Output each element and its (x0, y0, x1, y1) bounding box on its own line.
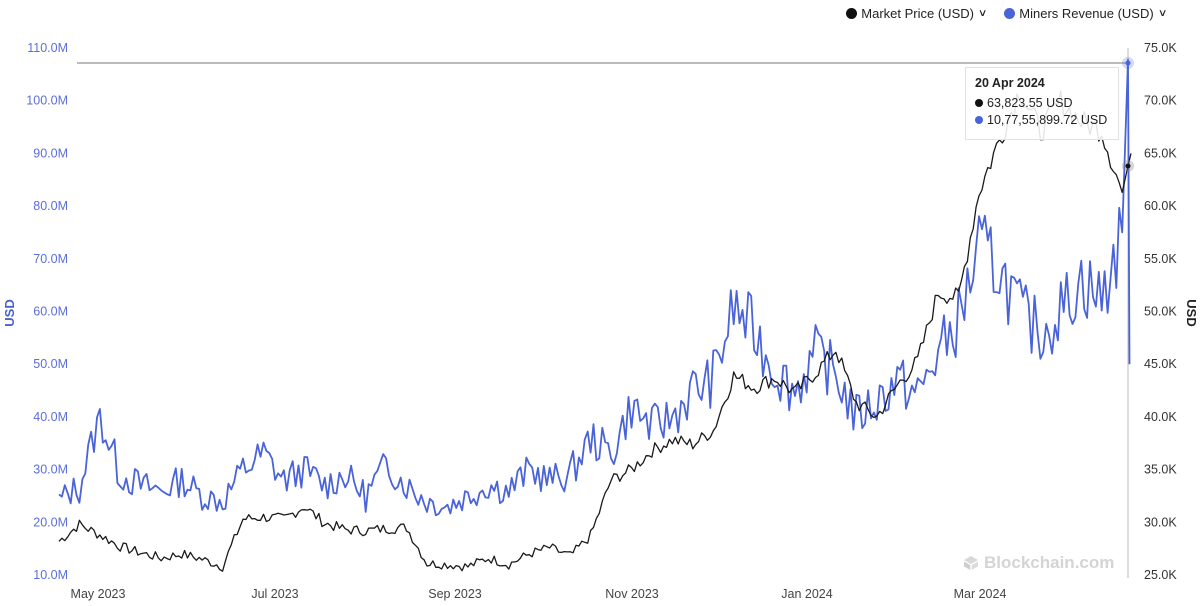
watermark-text: Blockchain.com (984, 553, 1115, 572)
left-y-axis: 10.0M 20.0M 30.0M 40.0M 50.0M 60.0M 70.0M 80.0M… (26, 41, 68, 582)
chevron-down-icon[interactable]: ∨ (977, 8, 988, 19)
market-price-dot-icon (846, 8, 858, 19)
right-axis-tick: 75.0K (1144, 41, 1177, 55)
left-axis-tick: 50.0M (33, 357, 68, 371)
left-axis-tick: 60.0M (33, 305, 68, 319)
right-axis-tick: 35.0K (1144, 463, 1177, 477)
tooltip-row-market-price: 63,823.55 USD (975, 96, 1109, 110)
left-axis-tick: 10.0M (33, 568, 68, 582)
chart-tooltip: 20 Apr 2024 63,823.55 USD 10,77,55,899.7… (965, 67, 1119, 140)
miners-revenue-line (58, 58, 1131, 517)
right-axis-tick: 45.0K (1144, 357, 1177, 371)
right-axis-tick: 40.0K (1144, 410, 1177, 424)
x-axis-tick: Jan 2024 (781, 587, 832, 601)
right-axis-tick: 25.0K (1144, 568, 1177, 582)
legend-label-market-price: Market Price (USD) (861, 6, 974, 21)
market-price-dot-icon (975, 99, 983, 107)
left-axis-tick: 40.0M (33, 410, 68, 424)
price-hover-dot (1125, 163, 1131, 169)
left-axis-tick: 20.0M (33, 515, 68, 529)
x-axis-tick: Mar 2024 (954, 587, 1007, 601)
right-axis-tick: 60.0K (1144, 199, 1177, 213)
tooltip-miners-revenue-value: 10,77,55,899.72 USD (987, 113, 1108, 127)
blockchain-watermark: Blockchain.com (963, 553, 1114, 573)
right-axis-tick: 65.0K (1144, 146, 1177, 160)
right-y-axis: 25.0K 30.0K 35.0K 40.0K 45.0K 50.0K 55.0K 60.0K… (1144, 41, 1177, 582)
miners-revenue-dot-icon (1004, 8, 1016, 19)
left-axis-tick: 30.0M (33, 463, 68, 477)
chevron-down-icon[interactable]: ∨ (1157, 8, 1168, 19)
left-axis-tick: 100.0M (26, 94, 68, 108)
tooltip-market-price-value: 63,823.55 USD (987, 96, 1073, 110)
revenue-hover-dot (1125, 60, 1131, 66)
miners-revenue-dot-icon (975, 116, 983, 124)
legend-item-market-price[interactable]: Market Price (USD) ∨ (846, 6, 988, 21)
legend-label-miners-revenue: Miners Revenue (USD) (1019, 6, 1154, 21)
tooltip-row-miners-revenue: 10,77,55,899.72 USD (975, 113, 1109, 127)
left-axis-tick: 90.0M (33, 146, 68, 160)
x-axis-tick: Jul 2023 (251, 587, 298, 601)
chart-legend: Market Price (USD) ∨ Miners Revenue (USD… (846, 6, 1168, 21)
right-axis-tick: 30.0K (1144, 515, 1177, 529)
left-axis-tick: 80.0M (33, 199, 68, 213)
right-axis-tick: 50.0K (1144, 305, 1177, 319)
market-price-line (58, 90, 1132, 572)
right-axis-tick: 70.0K (1144, 94, 1177, 108)
left-axis-title: USD (2, 299, 17, 326)
tooltip-date: 20 Apr 2024 (975, 76, 1045, 90)
x-axis-tick: Sep 2023 (428, 587, 482, 601)
left-axis-tick: 110.0M (27, 41, 68, 55)
x-axis-tick: Nov 2023 (605, 587, 659, 601)
x-axis: May 2023 Jul 2023 Sep 2023 Nov 2023 Jan 2024… (71, 587, 1007, 601)
left-axis-tick: 70.0M (33, 252, 68, 266)
blockchain-logo-icon (964, 556, 978, 570)
right-axis-title: USD (1184, 299, 1199, 326)
right-axis-tick: 55.0K (1144, 252, 1177, 266)
x-axis-tick: May 2023 (71, 587, 126, 601)
legend-item-miners-revenue[interactable]: Miners Revenue (USD) ∨ (1004, 6, 1168, 21)
